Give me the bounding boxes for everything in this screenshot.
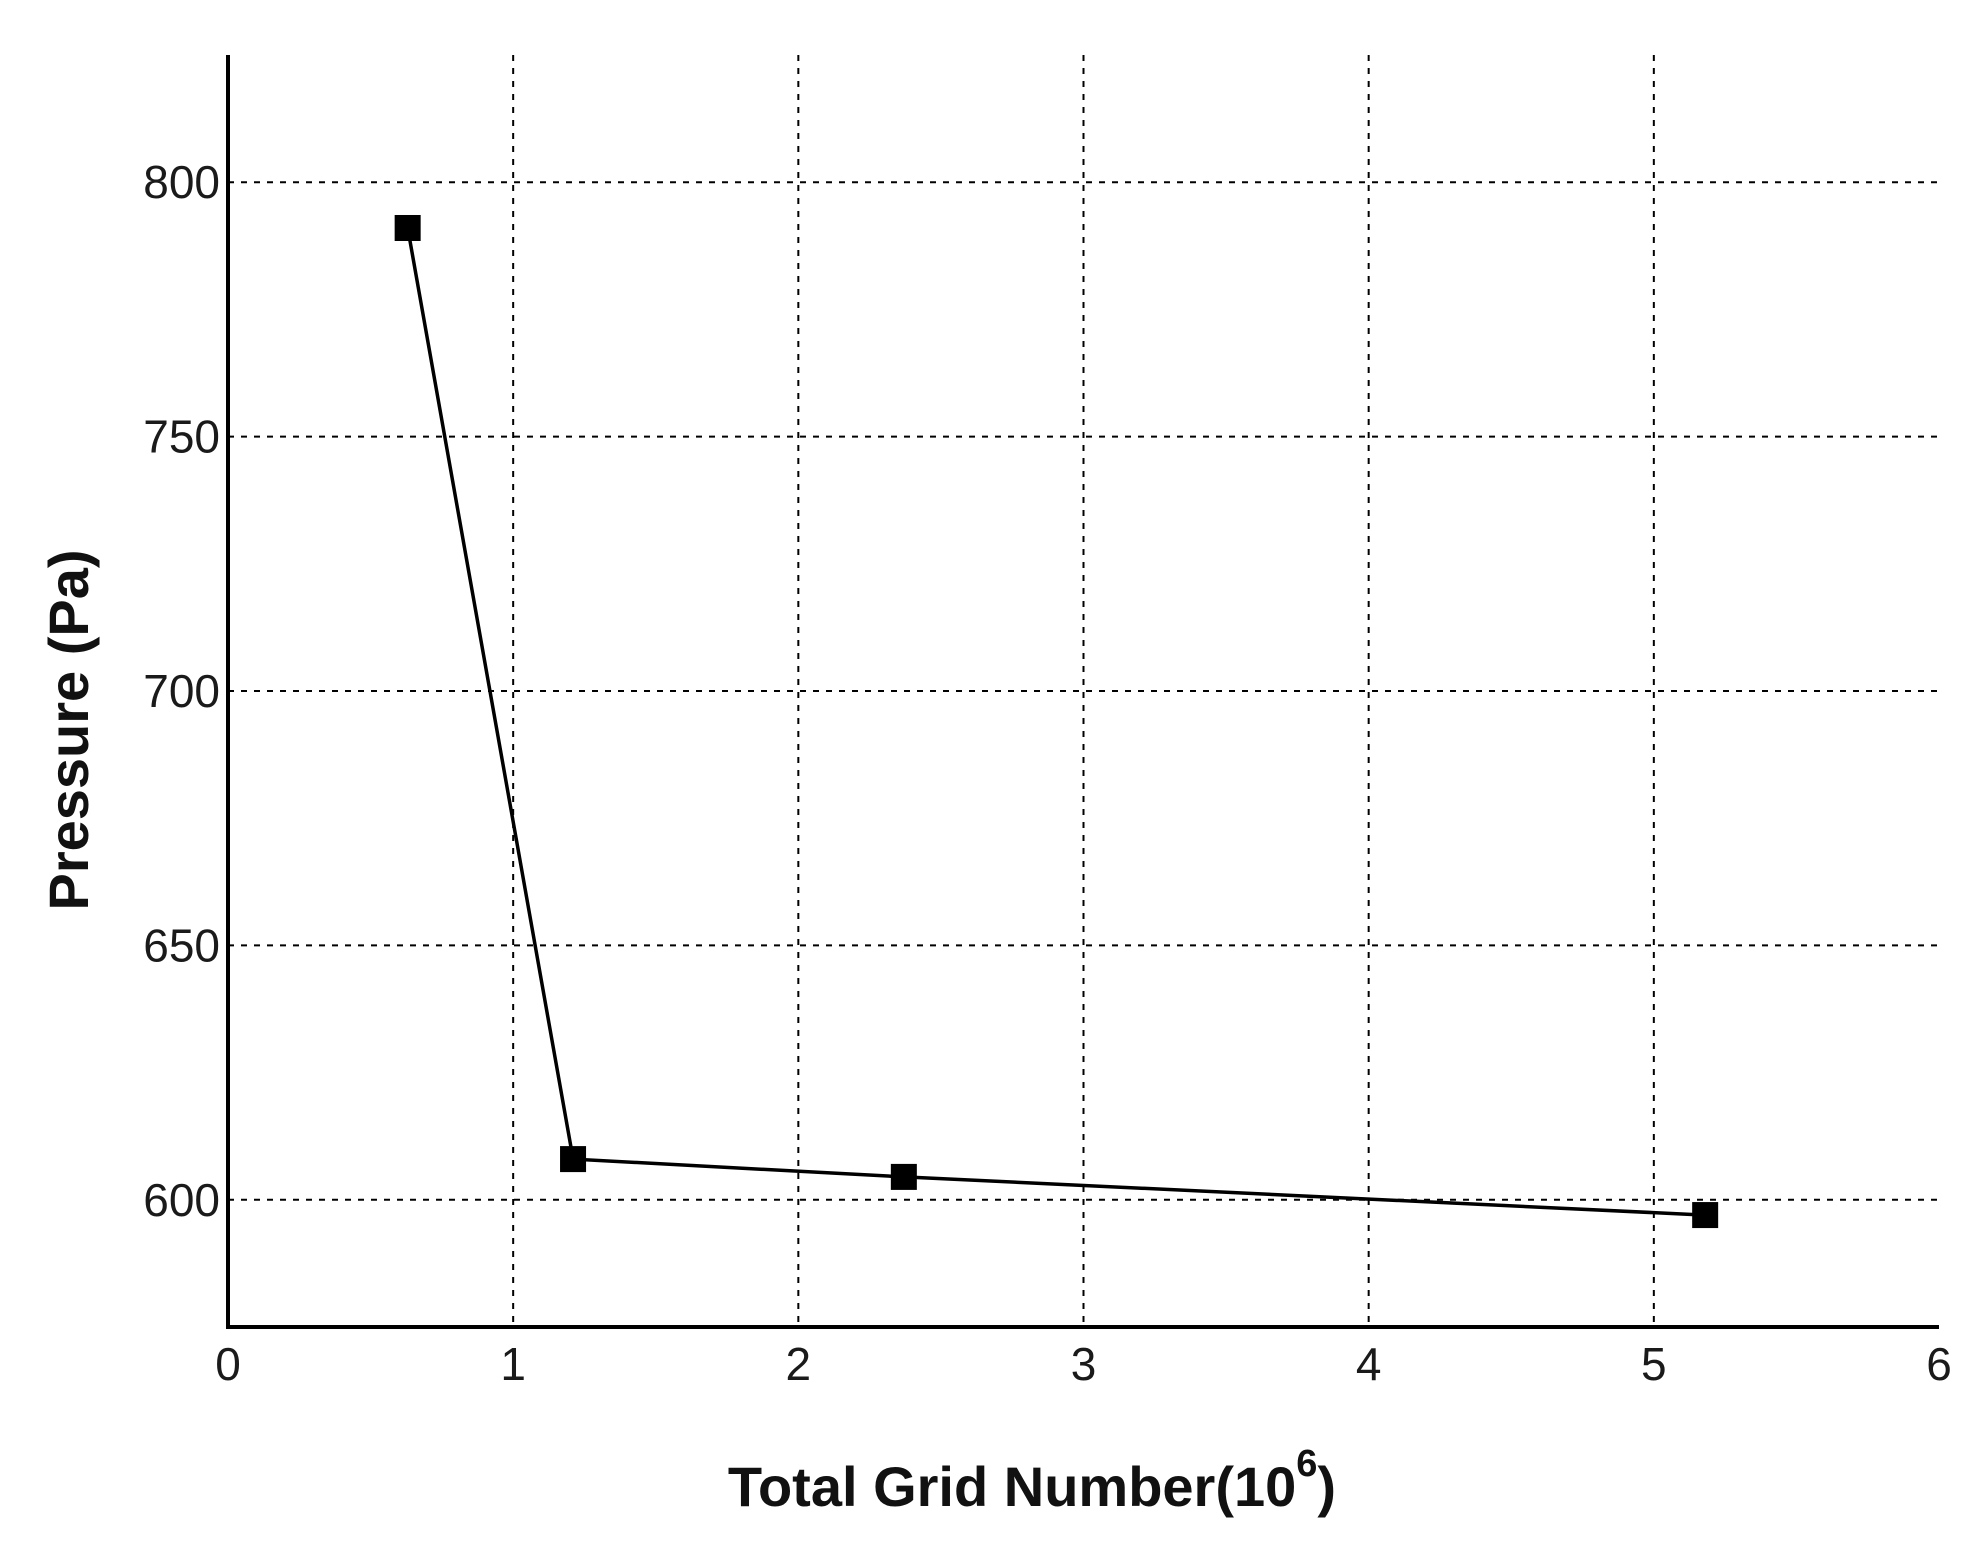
y-tick-label-800: 800 (143, 156, 220, 208)
data-series (394, 214, 1719, 1229)
x-tick-label-0: 0 (215, 1338, 241, 1390)
x-tick-labels: 0 1 2 3 4 5 6 (215, 1338, 1952, 1390)
data-point-0-1 (560, 1146, 587, 1173)
y-tick-label-750: 750 (143, 411, 220, 463)
vertical-grid-lines (512, 55, 1655, 1327)
data-point-0-3 (1692, 1202, 1719, 1229)
axes (226, 55, 1939, 1329)
data-point-0-2 (890, 1163, 917, 1190)
y-tick-label-650: 650 (143, 919, 220, 971)
y-tick-label-600: 600 (143, 1174, 220, 1226)
y-axis-title: Pressure (Pa) (37, 549, 100, 910)
x-tick-label-6: 6 (1926, 1338, 1952, 1390)
x-tick-label-3: 3 (1071, 1338, 1097, 1390)
x-axis-title-suffix: ) (1317, 1455, 1336, 1518)
x-tick-label-5: 5 (1641, 1338, 1667, 1390)
x-tick-label-2: 2 (786, 1338, 812, 1390)
series-line-0 (405, 227, 1706, 1217)
y-tick-labels: 600 650 700 750 800 (143, 156, 220, 1226)
y-tick-label-700: 700 (143, 665, 220, 717)
x-axis-title-text: Total Grid Number(10 (728, 1455, 1296, 1518)
x-axis-title-superscript: 6 (1296, 1443, 1317, 1485)
x-tick-label-1: 1 (500, 1338, 526, 1390)
data-point-0-0 (394, 214, 421, 241)
x-tick-label-4: 4 (1356, 1338, 1382, 1390)
x-axis-title: Total Grid Number(106) (728, 1443, 1336, 1518)
